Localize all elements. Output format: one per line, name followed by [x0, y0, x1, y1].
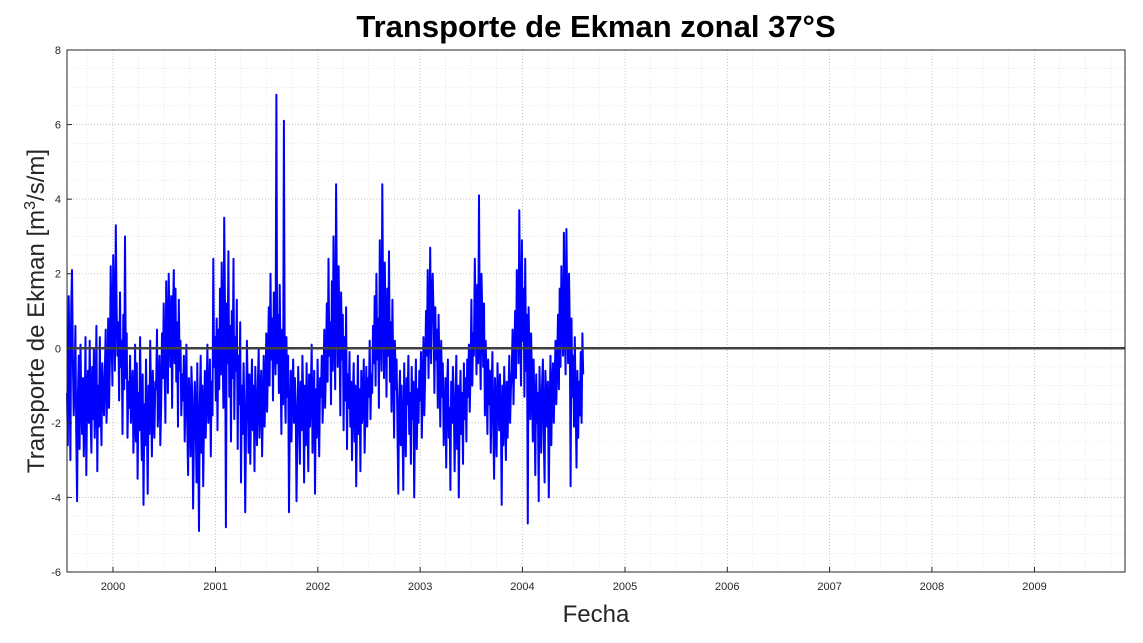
x-tick-label: 2006 [715, 581, 739, 593]
y-tick-label: 0 [55, 343, 61, 355]
y-axis-ticks: -6 -4 -2 0 2 4 6 8 [51, 45, 72, 579]
chart-title: Transporte de Ekman zonal 37°S [356, 9, 835, 44]
y-axis-label-superscript: 3 [22, 201, 39, 210]
y-tick-label: 6 [55, 120, 61, 132]
x-axis-ticks: 2000 2001 2002 2003 2004 2005 2006 2007 2008 2009 [101, 567, 1047, 593]
x-tick-label: 2001 [203, 581, 227, 593]
y-tick-label: -2 [51, 418, 61, 430]
y-tick-label: 8 [55, 45, 61, 57]
x-tick-label: 2007 [817, 581, 841, 593]
x-axis-label: Fecha [563, 601, 630, 628]
y-axis-label: Transporte de Ekman [m3/s/m] [22, 149, 50, 473]
y-tick-label: 4 [55, 194, 61, 206]
series-layer [66, 93, 585, 532]
x-tick-label: 2002 [306, 581, 330, 593]
y-tick-label: -4 [51, 492, 61, 504]
x-tick-label: 2000 [101, 581, 125, 593]
y-tick-label: 2 [55, 269, 61, 281]
x-tick-label: 2004 [510, 581, 534, 593]
x-tick-label: 2009 [1022, 581, 1046, 593]
x-tick-label: 2003 [408, 581, 432, 593]
y-axis-label-tail: /s/m] [23, 149, 50, 201]
plot-frame [66, 49, 1126, 573]
y-tick-label: -6 [51, 567, 61, 579]
x-tick-label: 2005 [613, 581, 637, 593]
y-axis-label-main: Transporte de Ekman [m [23, 210, 50, 473]
x-tick-label: 2008 [920, 581, 944, 593]
series-line [66, 93, 585, 532]
